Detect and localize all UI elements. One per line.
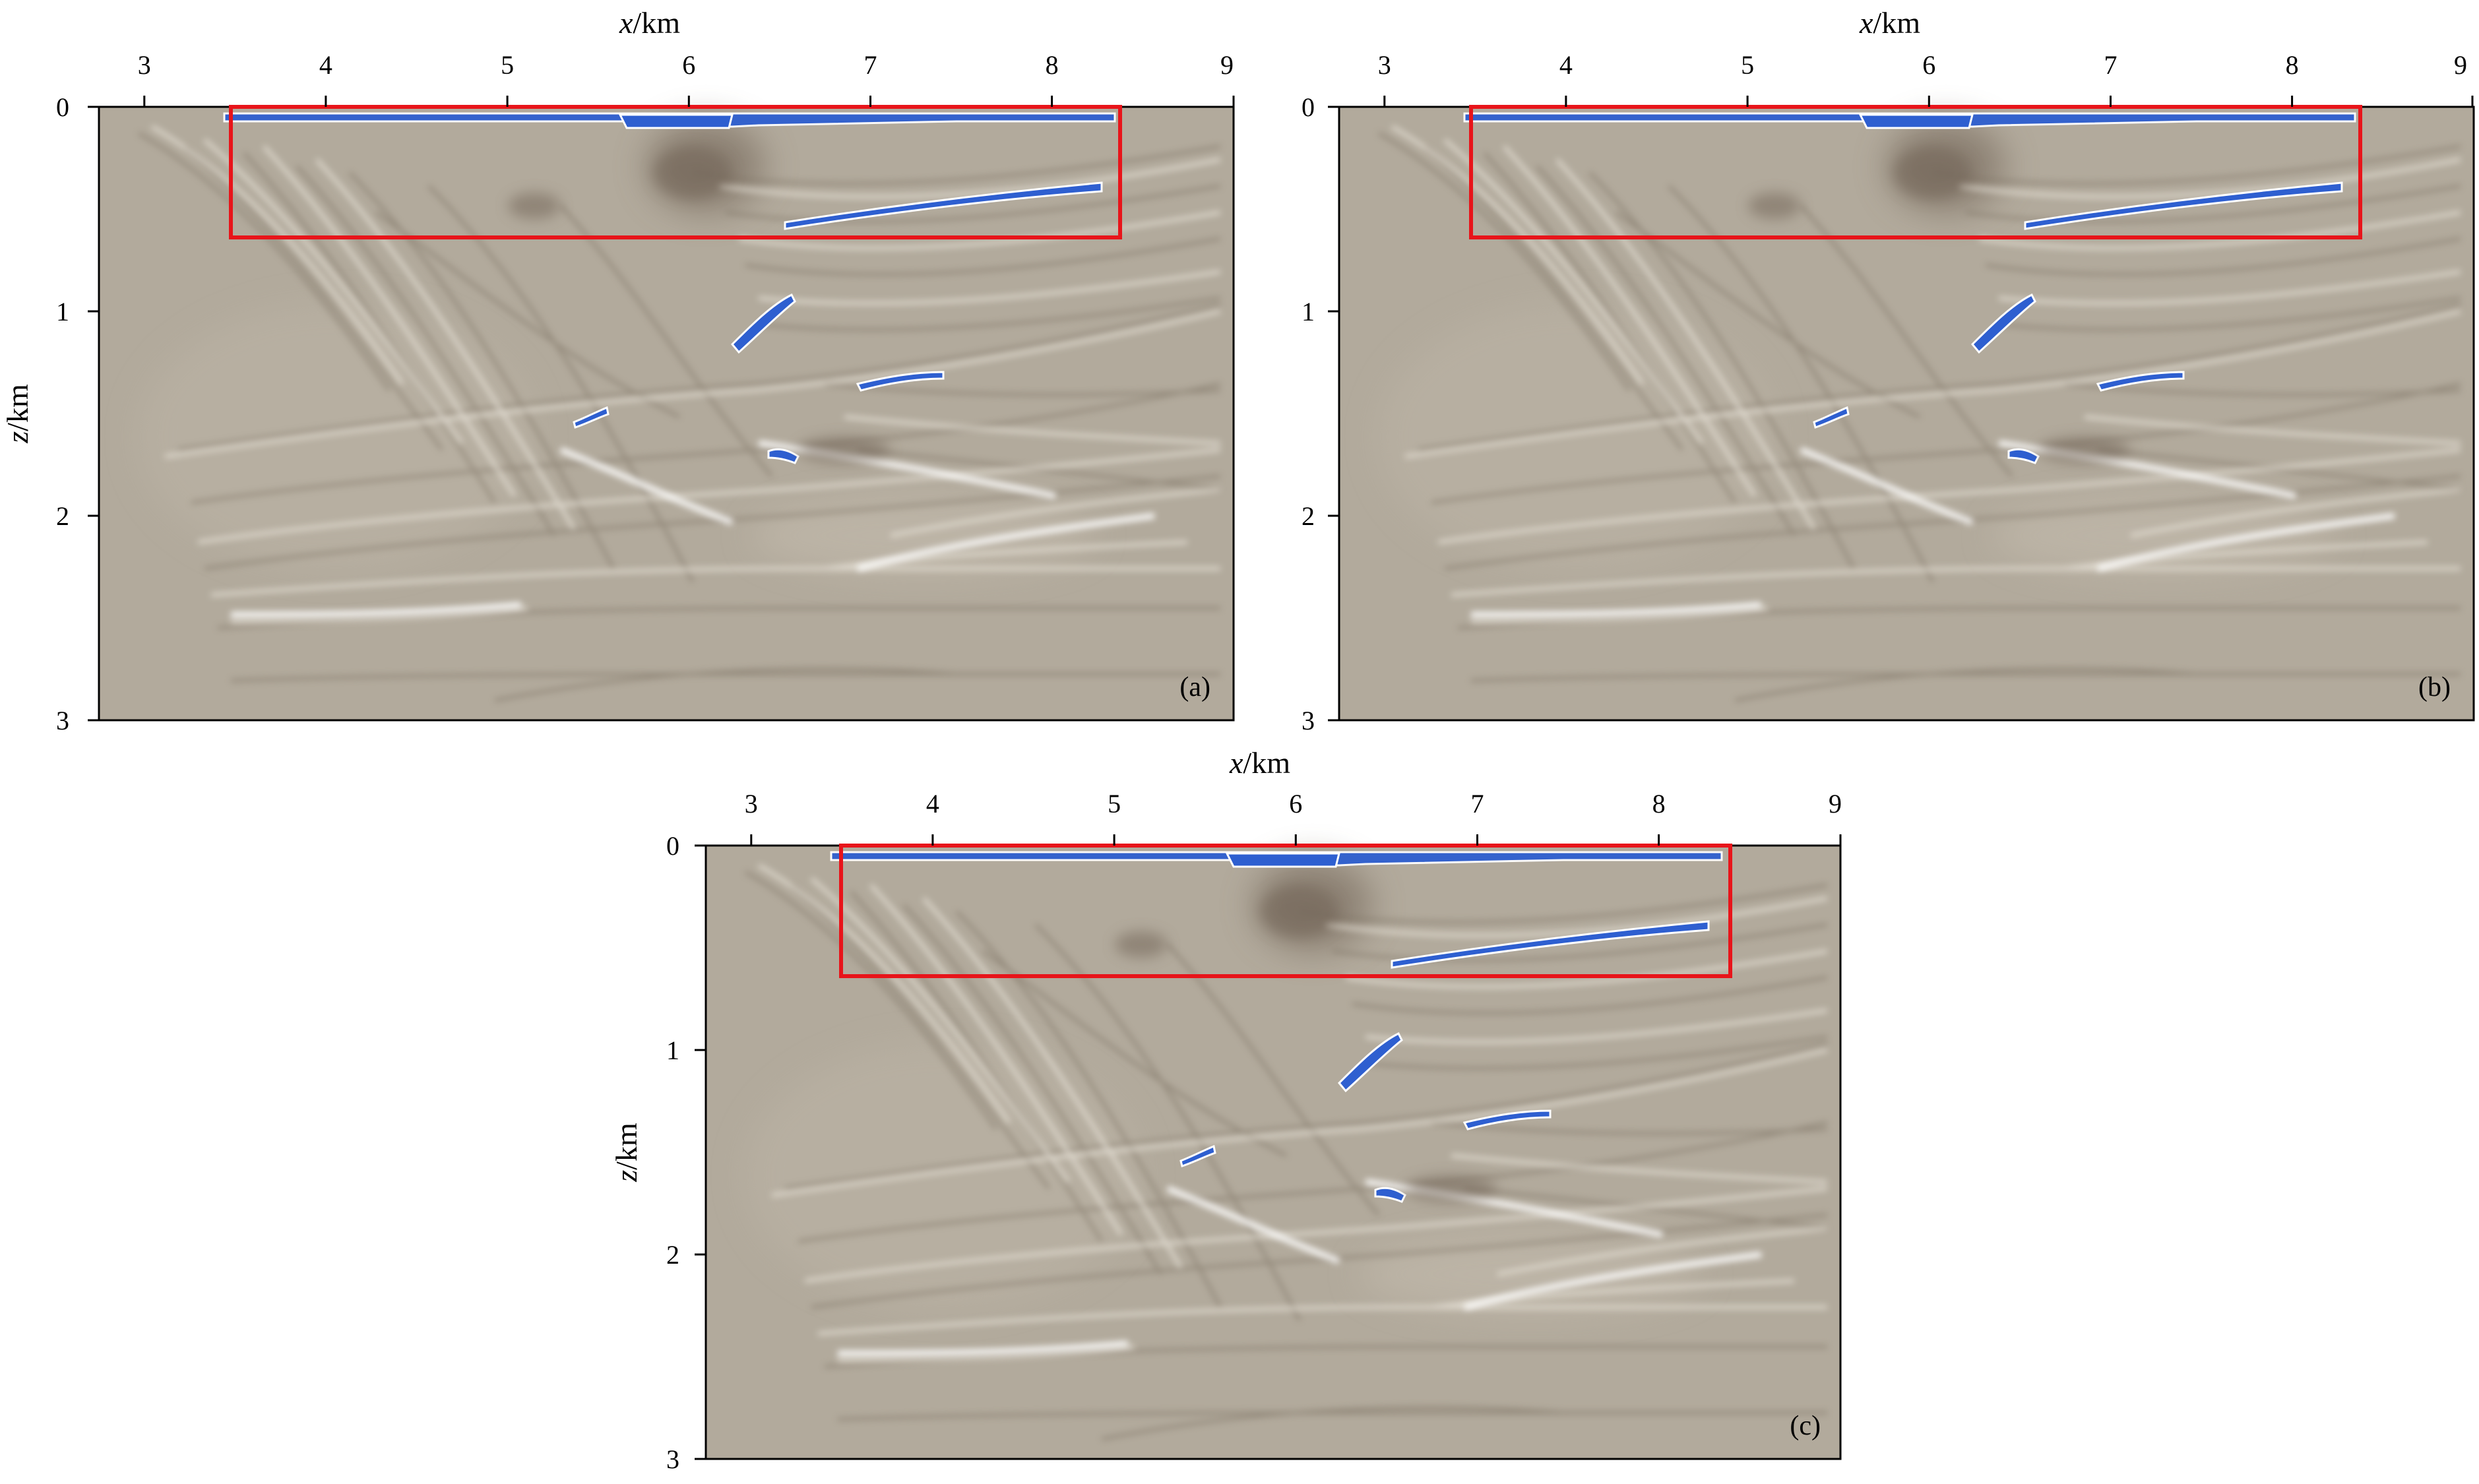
y-tick-label: 0	[56, 92, 69, 122]
x-tick-label: 9	[1829, 789, 1842, 819]
x-tick-label: 4	[926, 789, 939, 819]
x-tick-label: 5	[1741, 50, 1754, 80]
panel-label-b: (b)	[2418, 672, 2451, 702]
highlight-box-b	[1469, 105, 2362, 239]
y-tick-label: 2	[1302, 501, 1315, 531]
x-axis-b: 3 4 5 6 7 8 9 x/km	[1378, 6, 2474, 107]
x-tick-label: 3	[138, 50, 151, 80]
x-tick-label: 9	[2454, 50, 2467, 80]
x-axis-label: x/km	[619, 6, 680, 40]
y-tick-label: 2	[56, 501, 69, 531]
panel-label-c: (c)	[1790, 1411, 1821, 1441]
x-tick-label: 6	[682, 50, 695, 80]
y-axis-a: 0 1 2 3 z/km	[1, 92, 99, 735]
y-tick-label: 0	[1302, 92, 1315, 122]
y-tick-label: 3	[56, 706, 69, 735]
x-tick-label: 5	[1108, 789, 1121, 819]
y-axis-label: z/km	[610, 1123, 643, 1183]
x-tick-label: 9	[1220, 50, 1234, 80]
x-tick-label: 4	[1559, 50, 1573, 80]
y-tick-label: 1	[1302, 297, 1315, 326]
panel-c: 3 4 5 6 7 8 9 x/km 0 1 2 3 z/km (c)	[610, 746, 1842, 1474]
panel-a: 3 4 5 6 7 8 9 x/km 0 1 2 3 z/km (a)	[1, 6, 1234, 735]
x-tick-label: 8	[1046, 50, 1059, 80]
y-tick-label: 1	[666, 1036, 679, 1065]
seismic-image-b	[1339, 107, 2474, 720]
panel-label-a: (a)	[1179, 672, 1210, 702]
x-tick-label: 5	[501, 50, 514, 80]
x-tick-label: 3	[745, 789, 758, 819]
y-tick-label: 2	[666, 1240, 679, 1270]
x-tick-label: 4	[319, 50, 332, 80]
y-tick-label: 0	[666, 831, 679, 861]
x-axis-label: x/km	[1859, 6, 1920, 40]
highlight-box-a	[229, 105, 1122, 239]
x-tick-label: 3	[1378, 50, 1391, 80]
y-tick-label: 3	[1302, 706, 1315, 735]
seismic-image-c	[706, 846, 1840, 1459]
x-axis-label: x/km	[1229, 746, 1290, 780]
x-tick-label: 6	[1289, 789, 1302, 819]
x-axis-a: 3 4 5 6 7 8 9 x/km	[138, 6, 1235, 107]
y-axis-label: z/km	[1, 384, 34, 444]
y-tick-label: 3	[666, 1444, 679, 1474]
x-tick-label: 7	[1471, 789, 1484, 819]
y-axis-c: 0 1 2 3 z/km	[610, 831, 706, 1474]
x-tick-label: 8	[1652, 789, 1666, 819]
x-tick-label: 7	[2104, 50, 2118, 80]
seismic-image-a	[99, 107, 1234, 720]
x-tick-label: 8	[2286, 50, 2299, 80]
y-axis-b: 0 1 2 3	[1302, 92, 1339, 735]
x-axis-c: 3 4 5 6 7 8 9 x/km	[745, 746, 1842, 846]
highlight-box-c	[839, 844, 1732, 978]
x-tick-label: 7	[864, 50, 877, 80]
panel-b: 3 4 5 6 7 8 9 x/km 0 1 2 3 (b)	[1302, 6, 2474, 735]
y-tick-label: 1	[56, 297, 69, 326]
x-tick-label: 6	[1922, 50, 1935, 80]
